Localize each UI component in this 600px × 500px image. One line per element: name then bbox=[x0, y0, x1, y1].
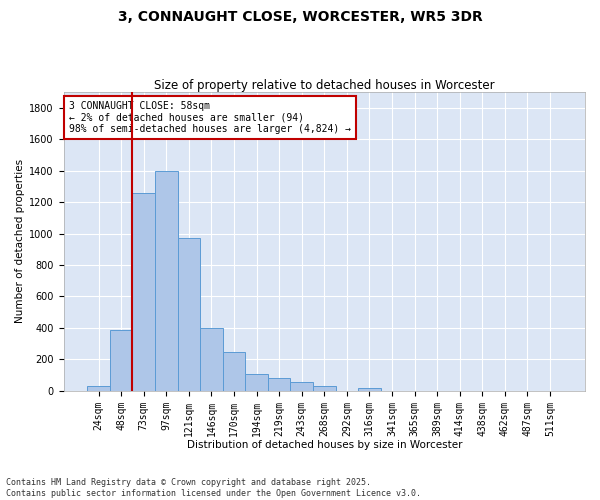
X-axis label: Distribution of detached houses by size in Worcester: Distribution of detached houses by size … bbox=[187, 440, 462, 450]
Bar bbox=[268, 378, 290, 391]
Bar bbox=[223, 352, 245, 391]
Bar bbox=[245, 374, 268, 391]
Bar bbox=[155, 170, 178, 391]
Text: Contains HM Land Registry data © Crown copyright and database right 2025.
Contai: Contains HM Land Registry data © Crown c… bbox=[6, 478, 421, 498]
Bar bbox=[358, 388, 380, 391]
Bar bbox=[290, 382, 313, 391]
Text: 3 CONNAUGHT CLOSE: 58sqm
← 2% of detached houses are smaller (94)
98% of semi-de: 3 CONNAUGHT CLOSE: 58sqm ← 2% of detache… bbox=[69, 101, 351, 134]
Bar bbox=[133, 192, 155, 391]
Bar bbox=[178, 238, 200, 391]
Text: 3, CONNAUGHT CLOSE, WORCESTER, WR5 3DR: 3, CONNAUGHT CLOSE, WORCESTER, WR5 3DR bbox=[118, 10, 482, 24]
Bar bbox=[313, 386, 335, 391]
Title: Size of property relative to detached houses in Worcester: Size of property relative to detached ho… bbox=[154, 79, 494, 92]
Bar bbox=[200, 328, 223, 391]
Bar bbox=[110, 330, 133, 391]
Y-axis label: Number of detached properties: Number of detached properties bbox=[15, 160, 25, 324]
Bar bbox=[87, 386, 110, 391]
